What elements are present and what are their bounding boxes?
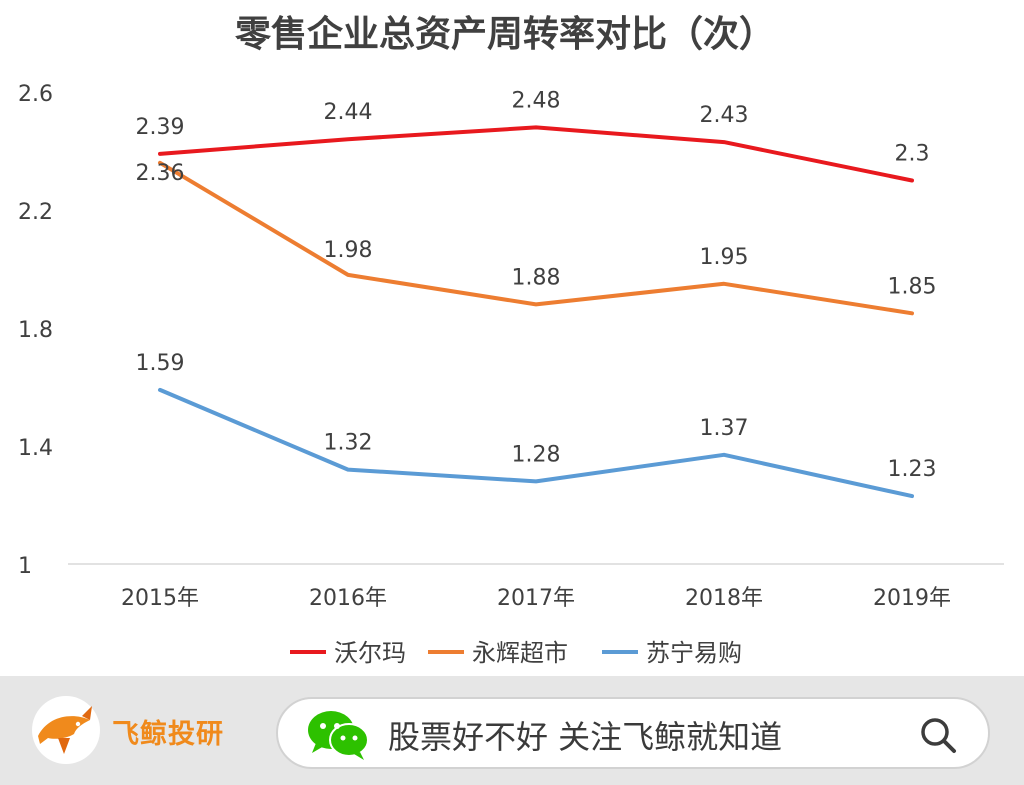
legend-item: 永辉超市 (428, 639, 568, 667)
x-tick-label: 2016年 (309, 586, 387, 611)
series-1: 2.36 1.98 1.88 1.95 1.85 (136, 160, 937, 316)
series-group: 2.39 2.44 2.48 2.43 2.3 2.36 1.98 1.88 1.95 1.85 1… (136, 88, 937, 499)
data-label: 1.59 (136, 351, 185, 376)
data-label: 1.98 (324, 238, 373, 263)
series-2: 1.59 1.32 1.28 1.37 1.23 (136, 351, 937, 499)
data-label: 1.88 (512, 265, 561, 290)
data-label: 1.32 (324, 431, 373, 456)
data-label: 2.39 (136, 115, 185, 140)
y-axis-ticks: 2.6 2.2 1.8 1.4 1 (18, 82, 53, 579)
search-bar[interactable]: 股票好不好 关注飞鲸就知道 (276, 697, 990, 769)
brand-name: 飞鲸投研 (112, 719, 224, 750)
legend: 沃尔玛 永辉超市 苏宁易购 (290, 639, 742, 667)
series-0: 2.39 2.44 2.48 2.43 2.3 (136, 88, 930, 183)
data-label: 2.3 (895, 142, 930, 167)
y-tick-label: 1.8 (18, 318, 53, 343)
x-axis-ticks: 2015年 2016年 2017年 2018年 2019年 (121, 586, 951, 611)
x-tick-label: 2019年 (873, 586, 951, 611)
data-label: 2.48 (512, 88, 561, 113)
data-label: 2.44 (324, 100, 373, 125)
legend-label: 沃尔玛 (334, 639, 406, 667)
data-label: 1.85 (888, 274, 937, 299)
data-label: 2.36 (136, 161, 185, 186)
y-tick-label: 1 (18, 554, 32, 579)
data-label: 1.28 (512, 442, 561, 467)
chart: 零售企业总资产周转率对比（次） 2.6 2.2 1.8 1.4 1 2015年 2016年… (18, 13, 1004, 667)
line-chart: 零售企业总资产周转率对比（次） 2.6 2.2 1.8 1.4 1 2015年 2016年… (18, 13, 1004, 667)
chart-title: 零售企业总资产周转率对比（次） (235, 13, 775, 55)
x-tick-label: 2015年 (121, 586, 199, 611)
x-tick-label: 2017年 (497, 586, 575, 611)
whale-logo-icon (32, 696, 100, 764)
search-text: 股票好不好 关注飞鲸就知道 (388, 718, 783, 756)
legend-label: 苏宁易购 (646, 639, 742, 667)
x-tick-label: 2018年 (685, 586, 763, 611)
data-label: 2.43 (700, 103, 749, 128)
series-line (158, 160, 914, 316)
legend-item: 沃尔玛 (290, 639, 406, 667)
wechat-icon (308, 711, 369, 760)
data-label: 1.37 (700, 416, 749, 441)
legend-label: 永辉超市 (472, 639, 568, 667)
data-label: 1.23 (888, 457, 937, 482)
data-label: 1.95 (700, 245, 749, 270)
series-line (158, 125, 914, 183)
search-icon[interactable] (918, 715, 958, 755)
legend-item: 苏宁易购 (602, 639, 742, 667)
series-line (158, 387, 914, 499)
y-tick-label: 2.6 (18, 82, 53, 107)
y-tick-label: 2.2 (18, 200, 53, 225)
y-tick-label: 1.4 (18, 436, 53, 461)
